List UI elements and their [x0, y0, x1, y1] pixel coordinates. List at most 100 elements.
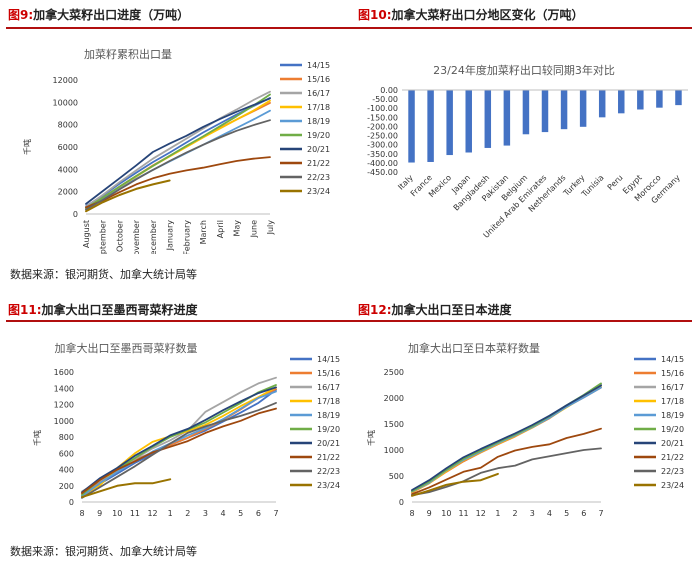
fig11-title: 加拿大出口至墨西哥菜籽数量 [55, 341, 198, 355]
fig11-series-18-19 [81, 390, 277, 498]
fig10-bar [675, 90, 682, 106]
fig10-chart: 23/24年度加菜籽出口较同期3年对比 0.00-50.00-100.00-150… [367, 63, 688, 240]
fig10-bar [465, 90, 472, 153]
fig11-y-tick: 0 [69, 498, 74, 507]
fig12-series-23-24 [411, 472, 499, 497]
fig12-x-tick: 6 [581, 509, 586, 518]
fig12-title: 加拿大出口至日本菜籽数量 [408, 341, 540, 355]
fig10-y-tick: -100.00 [367, 104, 398, 113]
fig10-y-tick: -200.00 [367, 122, 398, 131]
fig12-series-21-22 [411, 427, 602, 496]
fig10-y-tick: -300.00 [367, 141, 398, 150]
fig11-legend-label: 16/17 [317, 383, 340, 392]
fig10-label: 图10: [358, 8, 392, 22]
fig9-x-tick: June [249, 220, 258, 239]
fig12-x-tick: 4 [547, 509, 552, 518]
fig12-legend-label: 16/17 [661, 383, 684, 392]
fig11-x-tick: 7 [273, 509, 278, 518]
fig9-legend-label: 16/17 [307, 89, 330, 98]
fig9-series-23-24 [85, 179, 171, 213]
fig12-x-tick: 3 [530, 509, 535, 518]
mid-rule [6, 320, 692, 322]
fig11-x-tick: 10 [112, 509, 122, 518]
fig11-y-tick: 1200 [54, 401, 74, 410]
fig9-x-tick: April [216, 220, 225, 238]
fig12-x-tick: 5 [564, 509, 569, 518]
fig10-bar [522, 90, 530, 135]
fig10-y-tick: -250.00 [367, 132, 398, 141]
fig11-legend-label: 22/23 [317, 467, 340, 476]
fig9-series-19-20 [85, 93, 271, 209]
fig12-series-22-23 [411, 447, 602, 497]
fig9-legend-label: 22/23 [307, 173, 330, 182]
fig10-y-tick: -150.00 [367, 113, 398, 122]
fig11-header: 图11:加拿大出口至墨西哥菜籽进度 [8, 301, 198, 318]
fig9-legend-label: 23/24 [307, 187, 330, 196]
fig9-x-tick: March [199, 220, 208, 244]
fig10-y-tick: 0.00 [380, 86, 398, 95]
fig11-x-tick: 4 [221, 509, 226, 518]
fig12-title: 加拿大出口至日本进度 [391, 303, 512, 317]
fig12-y-axis-label: 千吨 [366, 430, 376, 446]
fig12-x-tick: 11 [458, 509, 468, 518]
fig9-y-tick: 10000 [53, 98, 78, 107]
fig11-x-tick: 8 [79, 509, 84, 518]
fig10-bar [427, 90, 434, 162]
fig11-y-axis-label: 千吨 [32, 430, 42, 446]
fig9-y-tick: 12000 [53, 76, 78, 85]
fig10-title: 加拿大菜籽出口分地区变化（万吨） [391, 8, 584, 22]
fig12-y-tick: 1000 [384, 446, 404, 455]
fig12-y-tick: 0 [399, 498, 404, 507]
fig10-title: 23/24年度加菜籽出口较同期3年对比 [433, 63, 615, 77]
fig12-header: 图12:加拿大出口至日本进度 [358, 301, 512, 318]
fig12-label: 图12: [358, 303, 392, 317]
fig9-series-20-21 [85, 97, 271, 205]
fig10-bar [637, 90, 644, 110]
fig11-legend-label: 14/15 [317, 355, 340, 364]
fig12-x-tick: 8 [409, 509, 414, 518]
fig11-x-tick: 1 [168, 509, 173, 518]
fig9-legend-label: 14/15 [307, 61, 330, 70]
fig11-series-21-22 [81, 407, 277, 495]
fig9-y-tick: 4000 [58, 165, 78, 174]
fig9-y-tick: 0 [73, 210, 78, 219]
fig11-title: 加拿大出口至墨西哥菜籽进度 [41, 303, 198, 317]
fig9-legend-label: 18/19 [307, 117, 330, 126]
fig9-series-16-17 [85, 90, 271, 208]
fig12-legend-label: 22/23 [661, 467, 684, 476]
fig11-legend-label: 21/22 [317, 453, 340, 462]
fig9-x-tick: October [115, 219, 124, 252]
fig10-y-tick: -350.00 [367, 150, 398, 159]
fig11-legend-label: 23/24 [317, 481, 340, 490]
fig10-bar [503, 90, 511, 146]
fig11-series-23-24 [81, 478, 172, 499]
fig9-x-tick: August [82, 220, 91, 248]
fig11-series-22-23 [81, 402, 277, 499]
fig10-header: 图10:加拿大菜籽出口分地区变化（万吨） [358, 6, 584, 23]
fig9-x-tick: January [166, 220, 175, 252]
fig11-x-tick: 12 [147, 509, 157, 518]
fig12-legend-label: 21/22 [661, 453, 684, 462]
fig10-bar [560, 90, 568, 130]
fig9-legend-label: 20/21 [307, 145, 330, 154]
fig9-x-tick: May [233, 220, 242, 237]
fig11-x-tick: 5 [238, 509, 243, 518]
fig9-header: 图9:加拿大菜籽出口进度（万吨） [8, 6, 189, 23]
fig10-bar [579, 90, 587, 127]
fig9-x-tick: December [149, 219, 158, 254]
fig9-x-tick: September [99, 219, 108, 254]
source-note-bottom: 数据来源：银河期货、加拿大统计局等 [10, 545, 197, 558]
fig11-x-tick: 2 [185, 509, 190, 518]
fig9-x-tick: July [266, 220, 275, 236]
fig12-x-tick: 9 [427, 509, 432, 518]
fig11-x-tick: 3 [203, 509, 208, 518]
fig10-y-tick: -450.00 [367, 168, 398, 177]
fig11-x-tick: 9 [97, 509, 102, 518]
fig12-y-tick: 2000 [384, 394, 404, 403]
fig9-y-axis-label: 千吨 [22, 139, 32, 155]
fig9-series-14-15 [85, 97, 271, 208]
fig12-legend-label: 17/18 [661, 397, 684, 406]
fig12-legend-label: 19/20 [661, 425, 684, 434]
